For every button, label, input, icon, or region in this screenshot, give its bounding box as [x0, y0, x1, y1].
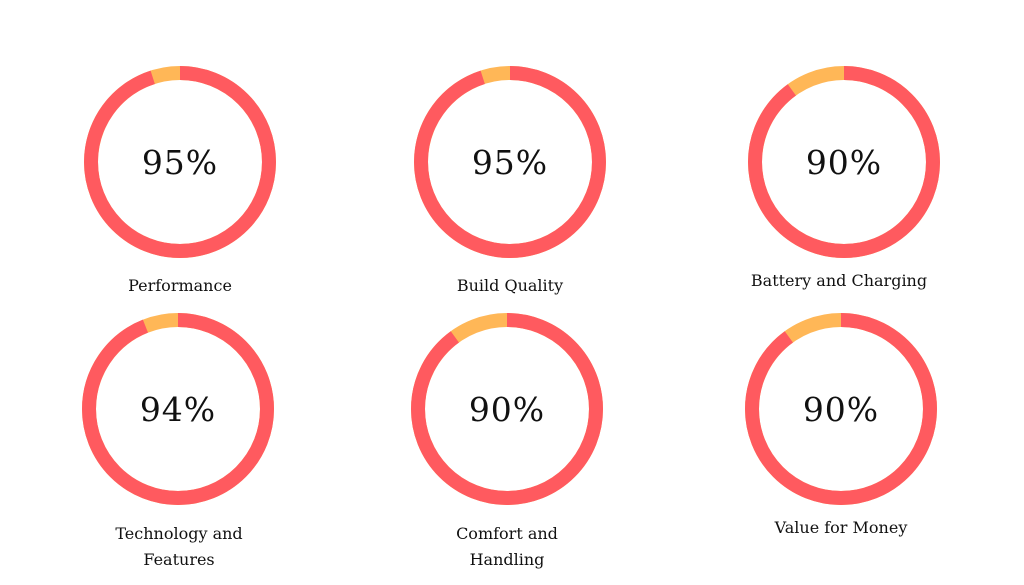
gauge-value: 90% [805, 142, 883, 182]
donut-ring [745, 313, 937, 505]
ring-score-arc [748, 66, 940, 258]
donut-ring [411, 313, 603, 505]
gauge-build-quality: 95% [410, 62, 610, 262]
gauge-value-for-money: 90% [741, 309, 941, 509]
gauge-label-performance: Performance [128, 276, 232, 295]
gauge-label-value-for-money: Value for Money [774, 518, 908, 537]
gauge-label-build-quality: Build Quality [456, 276, 564, 295]
ring-score-arc [82, 313, 274, 505]
gauge-label-comfort-and-handling: Comfort and Handling [456, 524, 558, 569]
donut-ring [82, 313, 274, 505]
ring-score-arc [84, 66, 276, 258]
ring-score-arc [411, 313, 603, 505]
gauge-value: 90% [802, 389, 880, 429]
gauge-performance: 95% [80, 62, 280, 262]
ring-score-arc [414, 66, 606, 258]
gauge-value: 94% [139, 389, 217, 429]
gauge-label-technology-and-features: Technology and Features [115, 524, 243, 569]
gauge-value: 95% [141, 142, 219, 182]
donut-ring [414, 66, 606, 258]
donut-ring [84, 66, 276, 258]
gauge-value: 90% [468, 389, 546, 429]
ring-score-arc [745, 313, 937, 505]
gauge-comfort-and-handling: 90% [407, 309, 607, 509]
gauge-label-battery-and-charging: Battery and Charging [750, 271, 928, 290]
donut-ring [748, 66, 940, 258]
gauge-value: 95% [471, 142, 549, 182]
gauge-technology-and-features: 94% [78, 309, 278, 509]
gauge-battery-and-charging: 90% [744, 62, 944, 262]
